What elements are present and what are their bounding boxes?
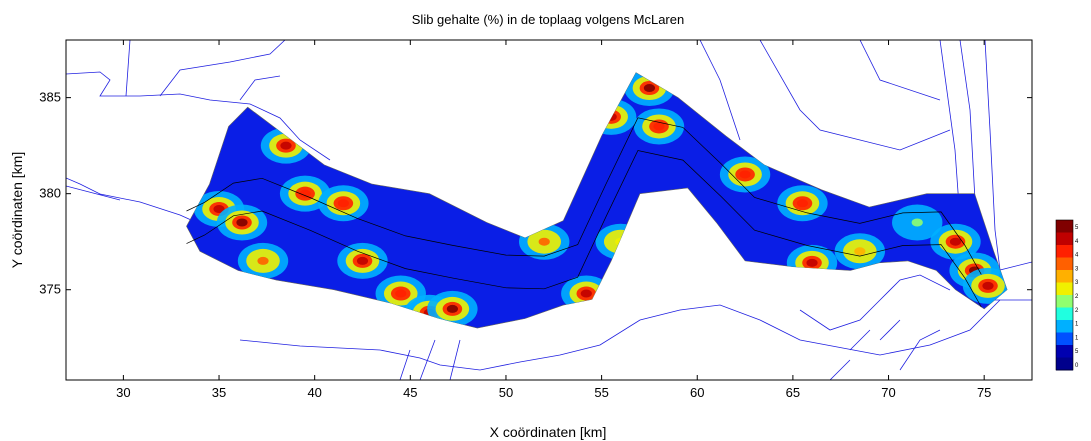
x-tick-label: 60	[690, 385, 704, 400]
coastline-north-harbour	[66, 71, 331, 161]
hotspot	[633, 108, 685, 145]
colorbar-frame	[1055, 219, 1074, 371]
hotspot	[216, 204, 268, 241]
coastline-harbour-piers	[125, 40, 286, 101]
hotspot	[318, 185, 369, 222]
chart-title: Slib gehalte (%) in de toplaag volgens M…	[412, 12, 684, 27]
colorbar-swatch	[1056, 295, 1073, 308]
hotspot	[337, 242, 388, 279]
colorbar-label: 1	[1075, 322, 1079, 328]
colorbar-label: 4	[1075, 253, 1079, 259]
hotspot	[962, 267, 1008, 304]
colorbar-label: 1	[1075, 335, 1079, 341]
coastline-south	[239, 299, 1001, 371]
plot-frame	[65, 39, 1033, 381]
x-tick-label: 75	[977, 385, 991, 400]
x-axis: 30 35 40 45 50 55 60 65 70 75	[116, 40, 991, 400]
colorbar-swatch	[1056, 245, 1073, 258]
colorbar-swatch	[1056, 320, 1073, 333]
hotspot	[427, 290, 478, 327]
x-tick-label: 55	[594, 385, 608, 400]
x-tick-label: 45	[403, 385, 417, 400]
y-tick-label: 385	[39, 90, 61, 105]
coastline-lines	[66, 40, 1032, 380]
x-tick-label: 35	[212, 385, 226, 400]
x-tick-label: 50	[499, 385, 513, 400]
hotspot	[834, 233, 886, 270]
colorbar-swatch	[1056, 345, 1073, 358]
colorbar-label: 2	[1075, 294, 1079, 300]
y-tick-label: 375	[39, 282, 61, 297]
channel-line	[186, 150, 982, 308]
x-axis-label: X coördinaten [km]	[490, 424, 607, 440]
colorbar-label: 2	[1075, 308, 1079, 314]
hotspot	[892, 204, 943, 241]
colorbar-swatch	[1056, 357, 1073, 371]
x-tick-label: 30	[116, 385, 130, 400]
colorbar-swatch	[1056, 307, 1073, 321]
colorbar-label: 5	[1075, 225, 1079, 231]
colorbar: 5 4 4 3 3 2 2 1 1 5 0	[1055, 219, 1079, 371]
colorbar-label: 0	[1075, 363, 1079, 369]
bank-layer	[186, 117, 982, 308]
x-tick-label: 65	[786, 385, 800, 400]
y-axis: 375 380 385	[39, 90, 1032, 297]
x-tick-label: 40	[307, 385, 321, 400]
channel-line	[186, 117, 982, 275]
y-tick-label: 380	[39, 186, 61, 201]
colorbar-swatch	[1056, 232, 1073, 246]
coastline-north-east	[699, 40, 951, 151]
hotspot	[279, 175, 331, 212]
colorbar-swatch	[1056, 220, 1073, 233]
colorbar-swatch	[1056, 270, 1073, 283]
coastline-south-west	[399, 339, 461, 380]
coastline-south-east-creeks	[799, 274, 951, 380]
colorbar-label: 3	[1075, 266, 1079, 272]
colorbar-swatch	[1056, 332, 1073, 346]
hotspot	[237, 242, 289, 279]
hotspot	[719, 156, 771, 193]
y-axis-label: Y coördinaten [km]	[9, 152, 25, 268]
x-tick-label: 70	[881, 385, 895, 400]
colorbar-swatch	[1056, 282, 1073, 296]
colorbar-label: 4	[1075, 239, 1079, 245]
colorbar-label: 5	[1075, 349, 1079, 355]
colorbar-swatch	[1056, 257, 1073, 271]
hotspot	[777, 185, 828, 222]
colorbar-label: 3	[1075, 280, 1079, 286]
